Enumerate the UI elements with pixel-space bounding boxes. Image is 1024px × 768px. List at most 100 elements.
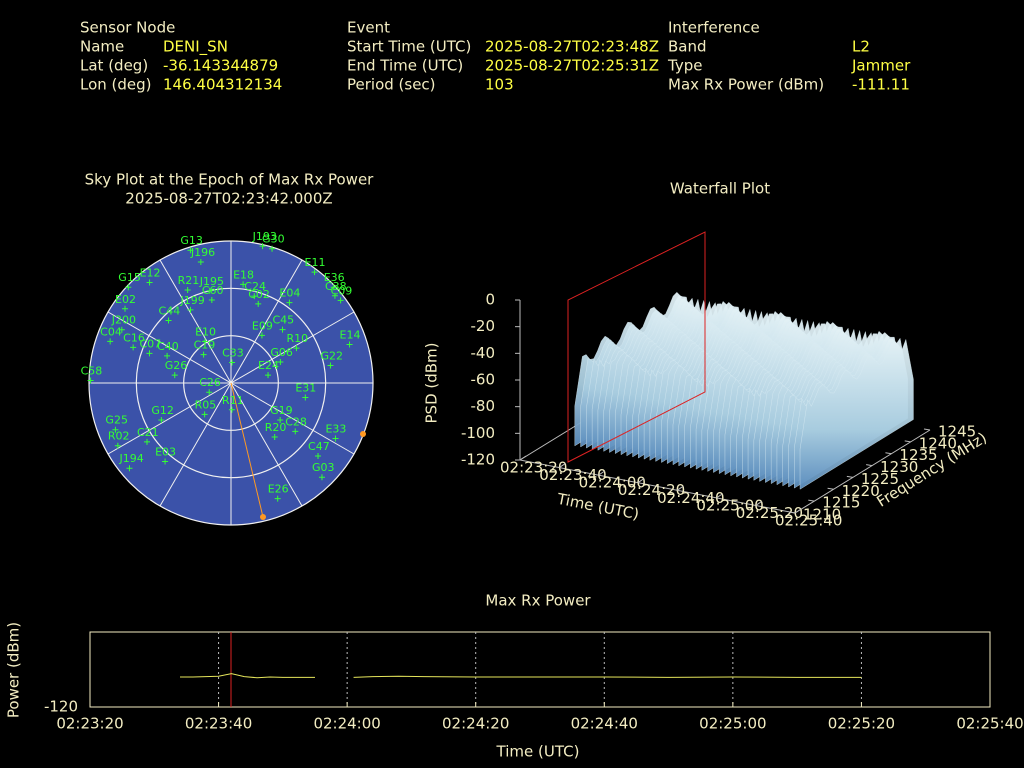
satellite-label: C40 (157, 340, 179, 353)
azimuth-spoke (159, 382, 232, 507)
satellite-label: C04 (100, 325, 122, 338)
satellite-marker (206, 287, 213, 294)
satellite-marker (126, 465, 133, 472)
satellite-label: G03 (312, 461, 335, 474)
x-tick-label: 02:25:00 (696, 496, 763, 514)
satellite-marker (112, 426, 119, 433)
satellite-label: C47 (308, 440, 330, 453)
satellite-marker (240, 281, 247, 288)
field-value: 2025-08-27T02:25:31Z (485, 57, 659, 75)
satellite-marker (187, 306, 194, 313)
satellite-label: C28 (285, 415, 307, 428)
satellite-label: E24 (258, 359, 279, 372)
satellite-marker (164, 352, 171, 359)
satellite-label: R20 (265, 421, 287, 434)
x-tick (598, 470, 605, 476)
y-tick (788, 511, 796, 514)
satellite-marker (331, 292, 338, 299)
satellite-label: G06 (270, 346, 293, 359)
satellite-label: E18 (233, 268, 254, 281)
satellite-marker (337, 297, 344, 304)
satellite-marker (197, 259, 204, 266)
field-label: Lon (deg) (80, 76, 152, 94)
satellite-marker (146, 350, 153, 357)
sky-title: Sky Plot at the Epoch of Max Rx Power (85, 171, 375, 189)
satellite-marker (87, 377, 94, 384)
field-label: Type (667, 57, 702, 75)
satellite-marker (277, 359, 284, 366)
line-x-title: Time (UTC) (496, 743, 580, 761)
satellite-marker (286, 299, 293, 306)
y-tick (923, 428, 931, 431)
x-tick-label: 02:25:00 (699, 715, 766, 733)
line-title: Max Rx Power (485, 592, 591, 610)
x-tick (794, 508, 802, 514)
satellite-label: C09 (331, 284, 353, 297)
satellite-marker (318, 474, 325, 481)
satellite-label: J196 (190, 246, 215, 259)
satellite-marker (292, 428, 299, 435)
section-title: Event (347, 19, 390, 37)
field-value: 2025-08-27T02:23:48Z (485, 38, 659, 56)
field-value: DENI_SN (163, 38, 228, 57)
satellite-label: C58 (81, 365, 103, 378)
satellite-marker (332, 435, 339, 442)
satellite-label: R11 (222, 394, 244, 407)
x-tick-label: 02:25:40 (956, 715, 1023, 733)
satellite-marker (330, 284, 337, 291)
satellite-marker (269, 245, 276, 252)
satellite-label: G22 (320, 349, 343, 362)
satellite-marker (146, 279, 153, 286)
satellite-label: J200 (111, 314, 136, 327)
z-tick-label: -100 (461, 424, 495, 442)
satellite-marker (118, 326, 125, 333)
azimuth-spoke (159, 259, 232, 384)
waterfall-title: Waterfall Plot (670, 180, 770, 198)
y-tick (866, 464, 873, 467)
field-label: End Time (UTC) (347, 57, 463, 75)
satellite-label: J194 (118, 452, 143, 465)
x-tick-label: 02:24:40 (657, 489, 724, 507)
x-tick (676, 485, 684, 491)
section-title: Sensor Node (80, 19, 175, 37)
satellite-label: E31 (295, 381, 316, 394)
satellite-marker (251, 293, 258, 300)
satellite-label: E04 (279, 287, 300, 300)
satellite-label: E10 (195, 326, 216, 339)
satellite-marker (158, 417, 165, 424)
x-tick (637, 478, 645, 484)
x-tick-label: 02:23:20 (500, 459, 567, 477)
satellite-label: G12 (151, 404, 174, 417)
satellite-label: J199 (179, 294, 204, 307)
satellite-label: C45 (273, 314, 295, 327)
satellite-label: R02 (108, 430, 130, 443)
satellite-label: C19 (194, 339, 216, 352)
field-label: Band (668, 38, 707, 56)
satellite-marker (165, 317, 172, 324)
satellite-marker (201, 411, 208, 418)
satellite-marker (311, 269, 318, 276)
satellite-marker (184, 287, 191, 294)
z-tick-label: 0 (485, 291, 495, 309)
field-label: Start Time (UTC) (347, 38, 471, 56)
elevation-ring (135, 287, 327, 479)
satellite-marker (200, 351, 207, 358)
z-tick-label: -120 (461, 451, 495, 469)
satellite-marker (277, 417, 284, 424)
psd-surface (799, 338, 914, 490)
satellite-label: C07 (139, 337, 161, 350)
satellite-marker (171, 372, 178, 379)
y-tick-label: 1210 (803, 506, 841, 524)
satellite-label: R05 (195, 398, 217, 411)
y-tick (885, 452, 892, 455)
azimuth-spoke (107, 382, 232, 455)
satellite-marker (162, 458, 169, 465)
satellite-label: R21 (178, 274, 200, 287)
y-tick-label: 1225 (861, 470, 899, 488)
satellite-marker (125, 284, 132, 291)
field-value: L2 (852, 38, 870, 56)
satellite-label: C02 (248, 288, 270, 301)
field-label: Period (sec) (347, 76, 436, 94)
y-tick-label: 1235 (899, 446, 937, 464)
